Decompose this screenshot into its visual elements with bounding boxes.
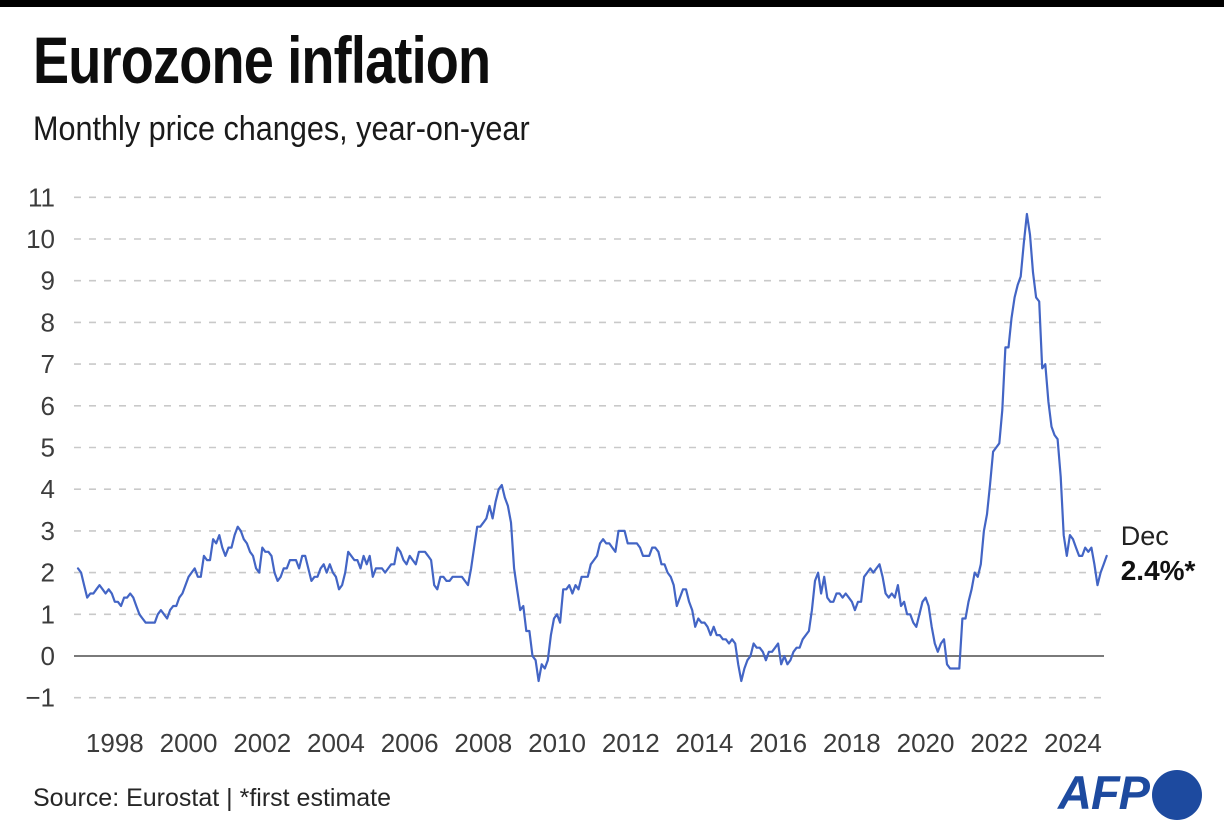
source-note: Source: Eurostat | *first estimate xyxy=(33,784,392,812)
y-tick-label: 1 xyxy=(41,599,55,629)
inflation-series-line xyxy=(76,212,1108,683)
y-tick-label: 9 xyxy=(41,266,55,296)
x-tick-label: 2020 xyxy=(897,728,955,758)
y-tick-label: 0 xyxy=(41,641,55,671)
annotation-month-label: Dec xyxy=(1121,521,1169,551)
x-tick-label: 2022 xyxy=(970,728,1028,758)
afp-logo-circle-icon xyxy=(1152,770,1202,820)
top-black-bar xyxy=(0,0,1224,7)
x-tick-label: 2006 xyxy=(381,728,439,758)
y-tick-label: −1 xyxy=(25,683,55,713)
x-tick-label: 2004 xyxy=(307,728,365,758)
page-title: Eurozone inflation xyxy=(33,23,491,97)
x-tick-label: 2018 xyxy=(823,728,881,758)
x-tick-label: 1998 xyxy=(86,728,144,758)
afp-logo: AFP xyxy=(1058,767,1208,823)
y-tick-label: 2 xyxy=(41,558,55,588)
x-tick-label: 2014 xyxy=(676,728,734,758)
annotation-value-label: 2.4%* xyxy=(1121,555,1196,586)
y-tick-label: 8 xyxy=(41,307,55,337)
y-tick-label: 7 xyxy=(41,349,55,379)
x-tick-label: 2010 xyxy=(528,728,586,758)
x-tick-label: 2016 xyxy=(749,728,807,758)
y-tick-label: 5 xyxy=(41,433,55,463)
x-tick-label: 2012 xyxy=(602,728,660,758)
y-tick-label: 10 xyxy=(26,224,55,254)
y-tick-label: 4 xyxy=(41,474,55,504)
y-tick-label: 11 xyxy=(28,182,55,212)
x-tick-label: 2002 xyxy=(233,728,291,758)
page-subtitle: Monthly price changes, year-on-year xyxy=(33,110,530,148)
y-tick-label: 3 xyxy=(41,516,55,546)
afp-logo-text: AFP xyxy=(1058,766,1150,819)
x-tick-label: 2000 xyxy=(160,728,218,758)
x-tick-label: 2024 xyxy=(1044,728,1102,758)
x-tick-label: 2008 xyxy=(454,728,512,758)
y-tick-label: 6 xyxy=(41,391,55,421)
